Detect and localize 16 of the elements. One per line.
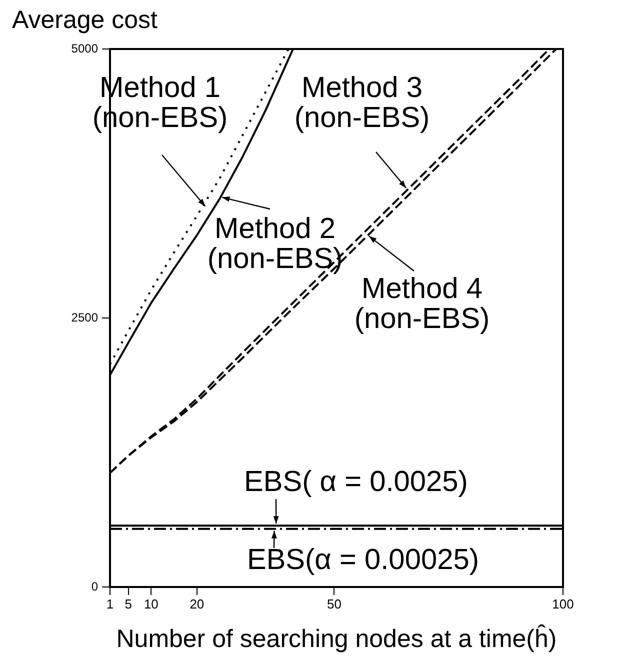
x-tick-label: 50 xyxy=(326,596,342,612)
x-tick-label: 1 xyxy=(106,596,114,612)
y-axis-title: Average cost xyxy=(12,6,158,34)
y-tick-label: 0 xyxy=(91,579,98,594)
x-tick-label: 20 xyxy=(190,596,204,612)
annotation: Method 3 (non-EBS) xyxy=(294,72,430,134)
x-tick-label: 10 xyxy=(144,596,158,612)
y-tick-label: 5000 xyxy=(71,41,98,56)
annotation: EBS(α = 0.00025) xyxy=(247,544,479,576)
x-tick-label: 5 xyxy=(124,596,132,612)
y-tick-label: 2500 xyxy=(71,310,98,324)
annotation: Method 2 (non-EBS) xyxy=(207,213,343,275)
annotation: EBS( α = 0.0025) xyxy=(244,466,468,498)
x-tick-label: 100 xyxy=(552,596,574,612)
x-axis-title: Number of searching nodes at a time(ĥ) xyxy=(116,624,557,653)
annotation: Method 4 (non-EBS) xyxy=(354,273,490,335)
